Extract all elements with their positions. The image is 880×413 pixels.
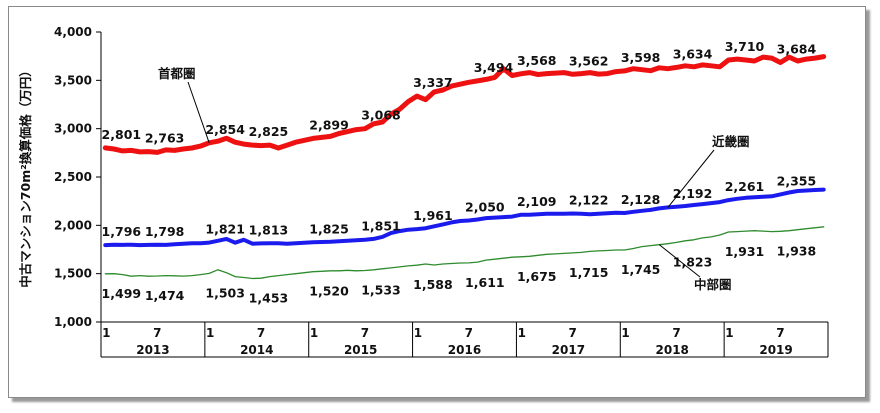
data-label: 1,823 [673, 254, 713, 269]
data-label: 1,611 [465, 275, 505, 290]
y-tick-label: 2,000 [54, 218, 92, 232]
data-label: 1,825 [309, 221, 349, 236]
series-name-label: 首都圏 [158, 66, 196, 81]
y-tick-label: 2,500 [54, 170, 92, 184]
year-label: 2017 [552, 343, 585, 357]
year-label: 2018 [656, 343, 689, 357]
x-tick-label: 1 [310, 326, 318, 340]
series-name-label: 近畿圏 [712, 134, 750, 149]
data-label: 1,520 [309, 284, 349, 299]
series-leader-line [667, 149, 715, 208]
x-tick-label: 7 [672, 326, 680, 340]
x-tick-label: 1 [518, 326, 526, 340]
data-label: 3,068 [361, 108, 401, 123]
data-label: 2,763 [145, 131, 185, 146]
data-label: 2,854 [205, 122, 245, 137]
year-label: 2015 [344, 343, 377, 357]
y-tick-label: 3,500 [54, 73, 92, 87]
series-name-label: 中部圏 [694, 277, 732, 292]
data-label: 1,588 [413, 277, 453, 292]
data-label: 1,813 [249, 223, 289, 238]
x-tick-label: 7 [361, 326, 369, 340]
series-leader-line [187, 81, 210, 143]
x-tick-label: 7 [153, 326, 161, 340]
series-line-2 [103, 187, 826, 248]
data-label: 3,684 [777, 42, 817, 57]
y-tick-label: 1,000 [54, 315, 92, 329]
x-tick-label: 1 [621, 326, 629, 340]
data-label: 1,798 [145, 224, 185, 239]
data-label: 2,050 [465, 200, 505, 215]
data-label: 3,634 [673, 46, 713, 61]
x-tick-label: 7 [569, 326, 577, 340]
y-tick-label: 3,000 [54, 122, 92, 136]
data-label: 1,938 [777, 243, 817, 258]
data-label: 1,931 [725, 244, 765, 259]
data-label: 3,710 [725, 39, 765, 54]
x-tick-label: 1 [102, 326, 110, 340]
data-label: 3,337 [413, 75, 453, 90]
data-label: 2,109 [517, 194, 557, 209]
data-label: 1,533 [361, 282, 401, 297]
data-label: 2,122 [569, 193, 609, 208]
data-label: 1,474 [145, 288, 185, 303]
data-label: 1,851 [361, 219, 401, 234]
data-label: 1,503 [205, 285, 245, 300]
x-tick-label: 7 [465, 326, 473, 340]
x-tick-label: 1 [414, 326, 422, 340]
data-label: 2,801 [102, 127, 142, 142]
data-label: 1,675 [517, 269, 557, 284]
year-label: 2013 [136, 343, 169, 357]
data-label: 3,598 [621, 50, 661, 65]
x-tick-label: 7 [257, 326, 265, 340]
data-label: 2,355 [777, 173, 817, 188]
data-label: 2,825 [249, 124, 289, 139]
year-label: 2014 [240, 343, 273, 357]
y-axis-label: 中古マンション70m²換算価格（万円） [18, 64, 33, 287]
data-label: 2,261 [725, 179, 765, 194]
data-label: 1,499 [102, 286, 142, 301]
x-tick-label: 1 [206, 326, 214, 340]
data-label: 1,715 [569, 265, 609, 280]
data-labels: 2,801 2,763 2,854 2,825 2,899 3,068 3,337 3,494… [102, 39, 817, 305]
year-label: 2016 [448, 343, 481, 357]
series-lines [102, 54, 827, 280]
series-line-3 [104, 226, 825, 280]
y-tick-label: 4,000 [54, 25, 92, 39]
series-line-1 [102, 54, 827, 155]
data-label: 1,796 [102, 224, 142, 239]
data-label: 3,562 [569, 53, 609, 68]
x-tick-label: 7 [776, 326, 784, 340]
axes: 1,000 1,500 2,000 2,500 3,000 3,500 4,000 1 7 201… [54, 25, 829, 358]
year-label: 2019 [759, 343, 792, 357]
series-leader-line [658, 244, 701, 278]
data-label: 3,568 [517, 53, 557, 68]
data-label: 2,128 [621, 192, 661, 207]
x-tick-label: 1 [725, 326, 733, 340]
data-label: 1,961 [413, 208, 453, 223]
data-label: 1,821 [205, 222, 245, 237]
data-label: 1,745 [621, 262, 661, 277]
y-tick-label: 1,500 [54, 267, 92, 281]
data-label: 3,494 [474, 60, 514, 75]
data-label: 2,899 [309, 117, 349, 132]
data-label: 1,453 [249, 291, 289, 306]
